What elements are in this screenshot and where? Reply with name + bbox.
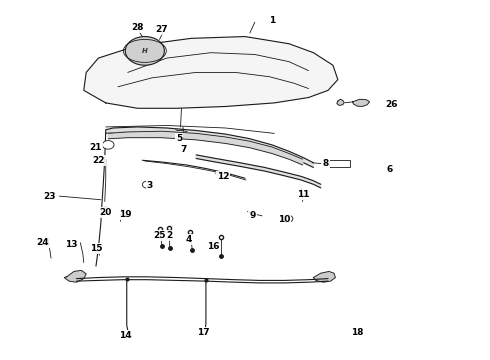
Text: 9: 9 [249, 211, 255, 220]
Polygon shape [84, 37, 338, 108]
Text: 21: 21 [90, 143, 102, 152]
Text: 15: 15 [90, 244, 102, 253]
Text: 11: 11 [297, 190, 310, 199]
Polygon shape [337, 99, 344, 105]
Polygon shape [314, 271, 335, 282]
Text: 23: 23 [43, 192, 56, 201]
Text: 3: 3 [147, 181, 153, 190]
Circle shape [143, 181, 152, 188]
Polygon shape [196, 155, 321, 188]
Text: 20: 20 [99, 208, 112, 217]
Polygon shape [108, 131, 303, 165]
Text: 8: 8 [322, 159, 329, 168]
Circle shape [102, 140, 114, 149]
Text: 7: 7 [181, 145, 187, 154]
Polygon shape [64, 270, 86, 282]
Text: 24: 24 [36, 238, 49, 247]
Text: 1: 1 [269, 16, 275, 25]
Polygon shape [106, 127, 314, 167]
Text: H: H [142, 48, 148, 54]
Circle shape [283, 215, 293, 222]
Circle shape [101, 207, 110, 214]
Text: 13: 13 [65, 240, 78, 249]
Circle shape [125, 37, 164, 65]
Text: 17: 17 [197, 328, 210, 337]
Text: 10: 10 [278, 215, 290, 224]
Text: 19: 19 [119, 210, 132, 219]
Text: 2: 2 [166, 231, 172, 240]
Text: 22: 22 [92, 156, 105, 165]
Text: 18: 18 [351, 328, 364, 337]
Text: 25: 25 [153, 231, 166, 240]
Text: 27: 27 [156, 25, 168, 34]
Text: 28: 28 [131, 23, 144, 32]
FancyBboxPatch shape [329, 160, 350, 167]
Text: 6: 6 [386, 165, 392, 174]
Text: 5: 5 [176, 134, 182, 143]
Text: 12: 12 [217, 172, 229, 181]
Text: 14: 14 [119, 332, 132, 341]
Text: 26: 26 [385, 100, 398, 109]
Text: 16: 16 [207, 242, 220, 251]
Text: 4: 4 [186, 235, 192, 244]
Polygon shape [352, 99, 369, 107]
